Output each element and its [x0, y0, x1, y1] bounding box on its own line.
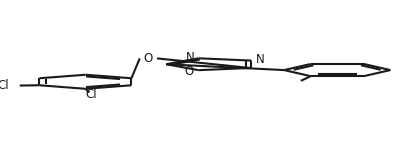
Text: N: N [185, 51, 194, 64]
Text: O: O [184, 65, 193, 78]
Text: Cl: Cl [0, 79, 9, 92]
Text: N: N [255, 53, 264, 66]
Text: Cl: Cl [85, 88, 97, 101]
Text: O: O [144, 52, 153, 65]
